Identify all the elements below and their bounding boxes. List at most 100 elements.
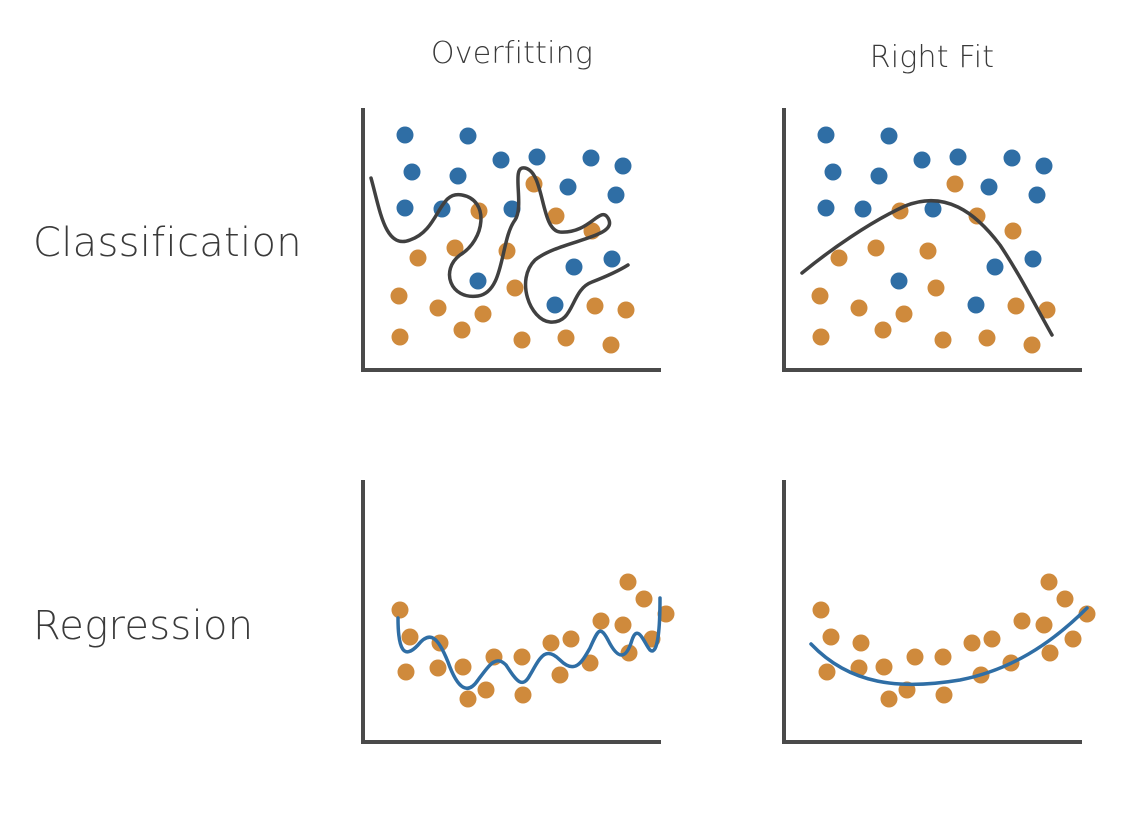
blue-point bbox=[870, 167, 888, 185]
data-point bbox=[429, 659, 447, 677]
data-point bbox=[812, 601, 830, 619]
blue-point bbox=[614, 157, 632, 175]
classification-overfit-panel bbox=[369, 126, 635, 354]
data-point bbox=[477, 681, 495, 699]
orange-point bbox=[867, 239, 885, 257]
data-point bbox=[391, 601, 409, 619]
orange-point bbox=[1023, 336, 1041, 354]
blue-point bbox=[459, 127, 477, 145]
data-point bbox=[934, 648, 952, 666]
row-label-classification: Classification bbox=[33, 220, 302, 266]
orange-point bbox=[474, 305, 492, 323]
data-point bbox=[1035, 616, 1053, 634]
rightfit-decision-boundary bbox=[800, 198, 1054, 337]
data-point bbox=[935, 686, 953, 704]
orange-point bbox=[586, 297, 604, 315]
blue-point bbox=[967, 296, 985, 314]
data-point bbox=[592, 612, 610, 630]
orange-point bbox=[1038, 301, 1056, 319]
blue-point bbox=[986, 258, 1004, 276]
orange-point bbox=[968, 207, 986, 225]
blue-point bbox=[582, 149, 600, 167]
blue-point bbox=[469, 272, 487, 290]
orange-point bbox=[919, 242, 937, 260]
blue-point bbox=[492, 151, 510, 169]
data-point bbox=[850, 659, 868, 677]
blue-point bbox=[449, 167, 467, 185]
blue-point bbox=[913, 151, 931, 169]
orange-point bbox=[617, 301, 635, 319]
data-point bbox=[818, 663, 836, 681]
orange-point bbox=[1004, 222, 1022, 240]
axes-regression-overfit bbox=[361, 480, 661, 744]
data-point bbox=[581, 654, 599, 672]
blue-point bbox=[1024, 250, 1042, 268]
blue-point bbox=[607, 186, 625, 204]
data-point bbox=[542, 634, 560, 652]
orange-point bbox=[391, 328, 409, 346]
orange-point bbox=[513, 331, 531, 349]
orange-point bbox=[850, 299, 868, 317]
data-point bbox=[1013, 612, 1031, 630]
data-point bbox=[822, 628, 840, 646]
data-point bbox=[906, 648, 924, 666]
orange-point bbox=[506, 279, 524, 297]
axes-regression-rightfit bbox=[782, 480, 1082, 744]
data-point bbox=[551, 666, 569, 684]
orange-point bbox=[446, 239, 464, 257]
rightfit-regression-curve bbox=[809, 606, 1089, 687]
data-point bbox=[562, 630, 580, 648]
row-label-regression: Regression bbox=[33, 603, 254, 649]
data-point bbox=[880, 690, 898, 708]
orange-point bbox=[934, 331, 952, 349]
blue-point bbox=[603, 250, 621, 268]
axes-classification-overfit bbox=[361, 108, 661, 372]
data-point bbox=[1041, 644, 1059, 662]
blue-point bbox=[817, 199, 835, 217]
column-title-overfitting: Overfitting bbox=[430, 36, 594, 71]
blue-point bbox=[817, 126, 835, 144]
data-point bbox=[983, 630, 1001, 648]
blue-point bbox=[880, 127, 898, 145]
blue-point bbox=[559, 178, 577, 196]
data-point bbox=[875, 658, 893, 676]
blue-point bbox=[1003, 149, 1021, 167]
blue-point bbox=[949, 148, 967, 166]
blue-point bbox=[890, 272, 908, 290]
orange-point bbox=[830, 249, 848, 267]
orange-point bbox=[978, 329, 996, 347]
column-title-right-fit: Right Fit bbox=[869, 40, 995, 75]
data-point bbox=[1064, 630, 1082, 648]
blue-point bbox=[528, 148, 546, 166]
blue-point bbox=[824, 163, 842, 181]
orange-point bbox=[811, 287, 829, 305]
regression-overfit-panel bbox=[391, 573, 675, 708]
regression-rightfit-panel bbox=[809, 573, 1096, 708]
orange-point bbox=[557, 329, 575, 347]
blue-point bbox=[546, 296, 564, 314]
orange-point bbox=[1007, 297, 1025, 315]
overfit-regression-curve bbox=[396, 596, 662, 690]
blue-point bbox=[565, 258, 583, 276]
blue-point bbox=[1035, 157, 1053, 175]
blue-point bbox=[403, 163, 421, 181]
blue-point bbox=[1028, 186, 1046, 204]
axes-classification-rightfit bbox=[782, 108, 1082, 372]
data-point bbox=[657, 605, 675, 623]
data-point bbox=[614, 616, 632, 634]
data-point bbox=[401, 628, 419, 646]
data-point bbox=[397, 663, 415, 681]
data-point bbox=[514, 686, 532, 704]
data-point bbox=[513, 648, 531, 666]
data-point bbox=[620, 644, 638, 662]
orange-point bbox=[874, 321, 892, 339]
blue-point bbox=[924, 200, 942, 218]
data-point bbox=[459, 690, 477, 708]
orange-point bbox=[895, 305, 913, 323]
overfit-decision-boundary bbox=[369, 166, 630, 324]
orange-point bbox=[927, 279, 945, 297]
data-point bbox=[963, 634, 981, 652]
orange-point bbox=[602, 336, 620, 354]
data-point bbox=[1040, 573, 1058, 591]
